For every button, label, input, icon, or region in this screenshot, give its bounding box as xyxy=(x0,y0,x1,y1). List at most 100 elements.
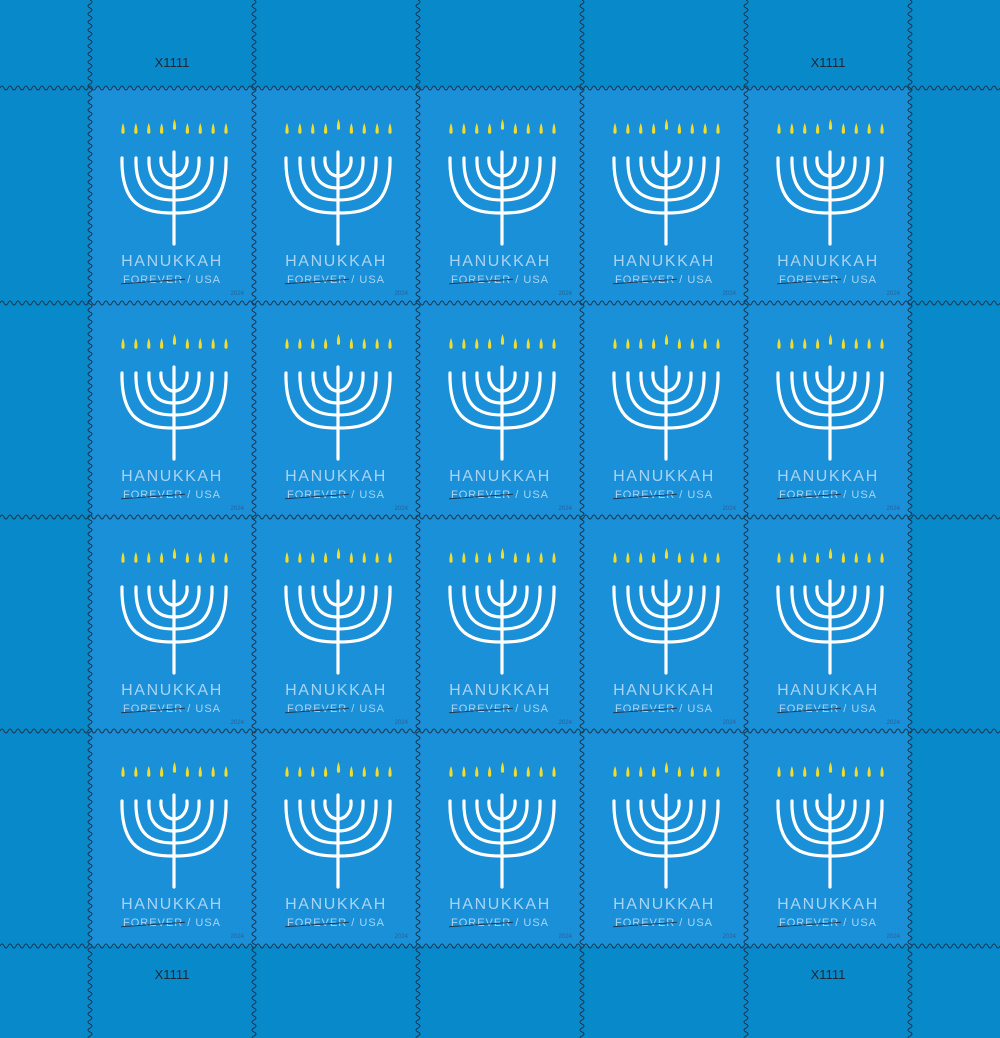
stamp-title: HANUKKAH xyxy=(777,682,879,699)
flame xyxy=(880,766,884,777)
flame xyxy=(854,552,858,563)
country: USA xyxy=(851,703,877,715)
flame xyxy=(134,338,138,349)
flame xyxy=(475,338,479,349)
flame xyxy=(147,552,151,563)
flame xyxy=(172,548,177,559)
flame xyxy=(703,123,707,134)
denomination: FOREVER xyxy=(779,917,840,929)
stamp-denomination-line: FOREVER / USA xyxy=(90,703,254,715)
flame xyxy=(677,766,681,777)
stamp: HANUKKAH FOREVER / USA 2024 xyxy=(582,731,746,946)
separator: / xyxy=(351,274,356,286)
flame xyxy=(449,338,453,349)
flame xyxy=(626,766,630,777)
flame xyxy=(298,552,302,563)
stamp-year: 2024 xyxy=(394,291,408,297)
flame xyxy=(488,552,492,563)
stamp-title: HANUKKAH xyxy=(121,253,223,270)
separator: / xyxy=(187,274,192,286)
stamp-denomination-line: FOREVER / USA xyxy=(90,274,254,286)
flame xyxy=(160,338,164,349)
flame xyxy=(388,552,392,563)
stamp: HANUKKAH FOREVER / USA 2024 xyxy=(90,303,254,517)
flame xyxy=(613,123,617,134)
stamp-title: HANUKKAH xyxy=(285,468,387,485)
menorah-icon xyxy=(284,119,392,246)
menorah-icon xyxy=(448,762,556,889)
flame xyxy=(613,338,617,349)
menorah-icon xyxy=(612,548,720,675)
stamp-title: HANUKKAH xyxy=(285,682,387,699)
flame xyxy=(664,762,669,773)
stamp-denomination-line: FOREVER / USA xyxy=(90,489,254,501)
flame xyxy=(626,338,630,349)
flame xyxy=(539,766,543,777)
flame xyxy=(500,119,505,130)
stamp-title: HANUKKAH xyxy=(449,896,551,913)
denomination: FOREVER xyxy=(287,489,348,501)
stamp: HANUKKAH FOREVER / USA 2024 xyxy=(746,731,910,946)
country: USA xyxy=(687,917,713,929)
flame xyxy=(224,766,228,777)
stamp-year: 2024 xyxy=(886,934,900,940)
flame xyxy=(841,123,845,134)
flame xyxy=(867,123,871,134)
flame xyxy=(626,552,630,563)
flame xyxy=(336,762,341,773)
flame xyxy=(790,338,794,349)
flame xyxy=(160,552,164,563)
flame xyxy=(639,766,643,777)
stamp: HANUKKAH FOREVER / USA 2024 xyxy=(582,517,746,731)
flame xyxy=(828,762,833,773)
country: USA xyxy=(195,703,221,715)
flame xyxy=(703,766,707,777)
stamp-denomination-line: FOREVER / USA xyxy=(746,489,910,501)
denomination: FOREVER xyxy=(451,917,512,929)
stamp-year: 2024 xyxy=(886,720,900,726)
country: USA xyxy=(851,274,877,286)
flame xyxy=(828,119,833,130)
flame xyxy=(147,766,151,777)
flame xyxy=(349,766,353,777)
flame xyxy=(285,338,289,349)
stamp-denomination-line: FOREVER / USA xyxy=(254,274,418,286)
menorah-icon xyxy=(776,334,884,461)
country: USA xyxy=(359,917,385,929)
flame xyxy=(475,552,479,563)
stamp-denomination-line: FOREVER / USA xyxy=(90,917,254,929)
denomination: FOREVER xyxy=(123,489,184,501)
flame xyxy=(224,552,228,563)
flame xyxy=(224,338,228,349)
stamp-title: HANUKKAH xyxy=(285,253,387,270)
flame xyxy=(211,338,215,349)
flame xyxy=(716,552,720,563)
flame xyxy=(880,552,884,563)
flame xyxy=(803,552,807,563)
flame xyxy=(816,552,820,563)
flame xyxy=(336,334,341,345)
menorah-icon xyxy=(612,762,720,889)
stamp-denomination-line: FOREVER / USA xyxy=(582,489,746,501)
stamp-denomination-line: FOREVER / USA xyxy=(582,274,746,286)
flame xyxy=(185,766,189,777)
flame xyxy=(867,766,871,777)
flame xyxy=(462,123,466,134)
menorah-icon xyxy=(776,548,884,675)
stamp-title: HANUKKAH xyxy=(777,468,879,485)
flame xyxy=(134,123,138,134)
stamp-year: 2024 xyxy=(230,291,244,297)
separator: / xyxy=(515,274,520,286)
stamp: HANUKKAH FOREVER / USA 2024 xyxy=(90,731,254,946)
stamp-year: 2024 xyxy=(886,506,900,512)
flame xyxy=(539,552,543,563)
flame xyxy=(664,334,669,345)
stamp: HANUKKAH FOREVER / USA 2024 xyxy=(418,517,582,731)
flame xyxy=(716,338,720,349)
country: USA xyxy=(523,917,549,929)
flame xyxy=(172,119,177,130)
flame xyxy=(854,766,858,777)
stamp: HANUKKAH FOREVER / USA 2024 xyxy=(418,731,582,946)
stamp-year: 2024 xyxy=(230,934,244,940)
flame xyxy=(362,766,366,777)
